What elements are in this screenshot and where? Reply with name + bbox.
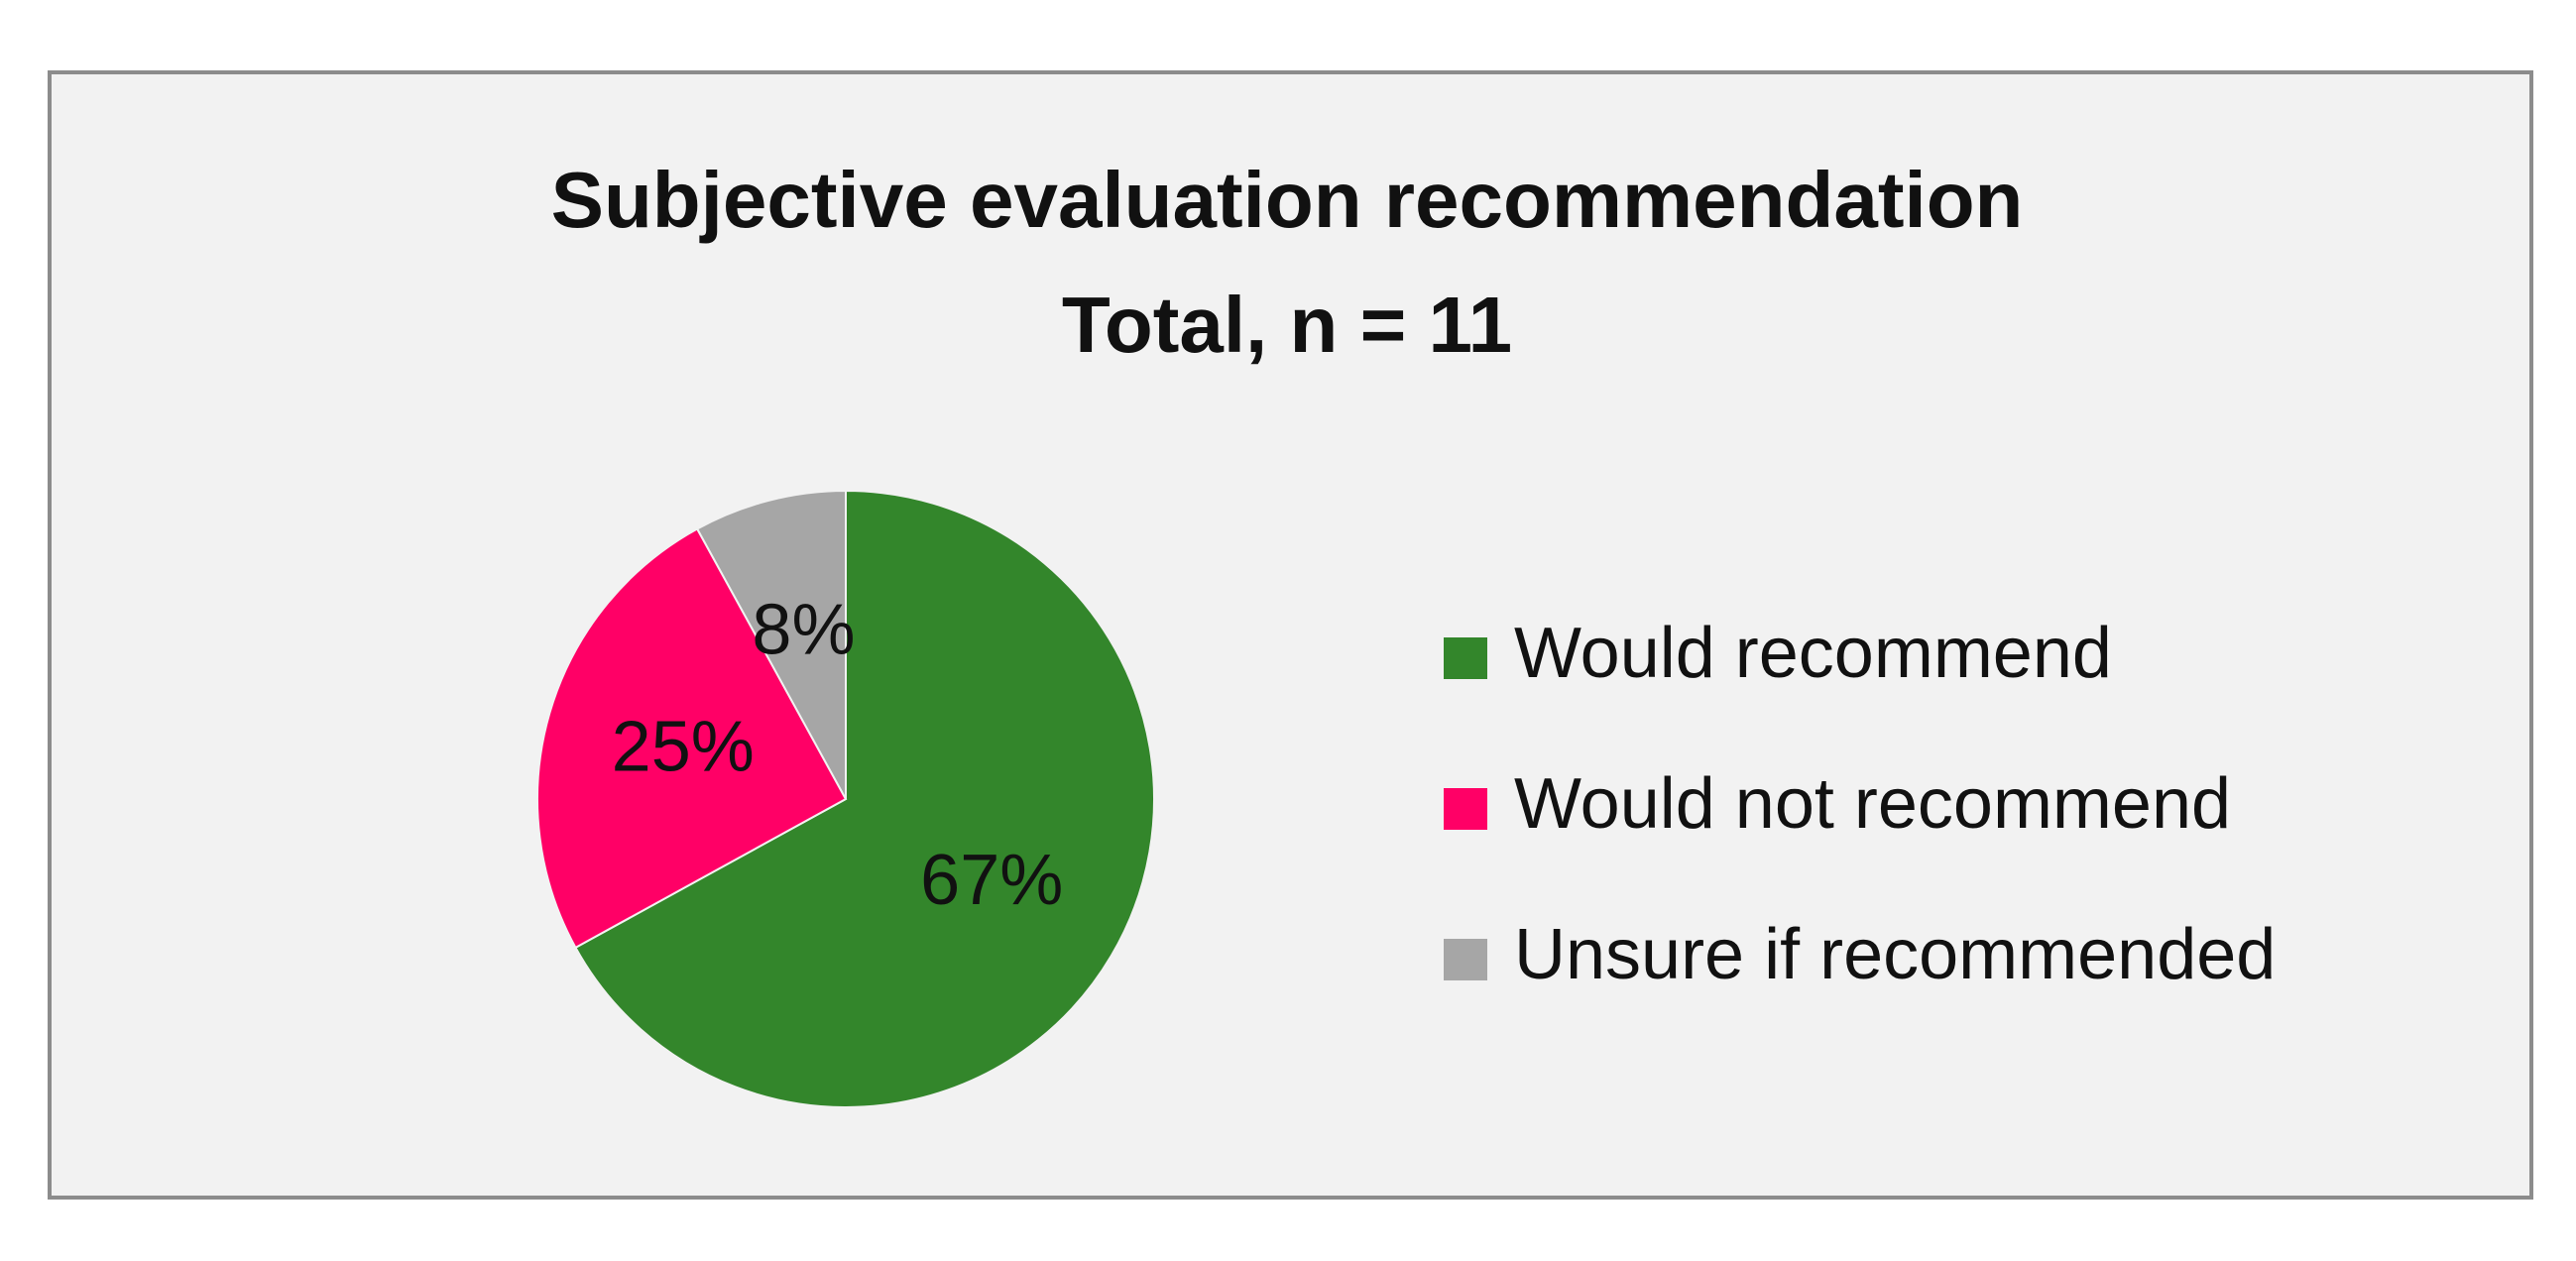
legend-swatch bbox=[1444, 637, 1487, 679]
pie-slice bbox=[695, 489, 847, 800]
pie-slice bbox=[536, 527, 848, 950]
legend-swatch bbox=[1444, 788, 1487, 830]
data-label: 67% bbox=[920, 841, 1063, 920]
chart-title: Subjective evaluation recommendation bbox=[551, 156, 2024, 244]
chart-frame bbox=[48, 70, 2533, 1200]
chart-subtitle: Total, n = 11 bbox=[1062, 281, 1512, 369]
data-label: 8% bbox=[752, 590, 855, 669]
legend-label: Unsure if recommended bbox=[1514, 915, 2276, 994]
legend-swatch bbox=[1444, 939, 1487, 980]
data-label: 25% bbox=[612, 707, 755, 786]
legend-label: Would recommend bbox=[1514, 614, 2112, 693]
legend-label: Would not recommend bbox=[1514, 764, 2231, 844]
pie-slice bbox=[574, 489, 1155, 1108]
